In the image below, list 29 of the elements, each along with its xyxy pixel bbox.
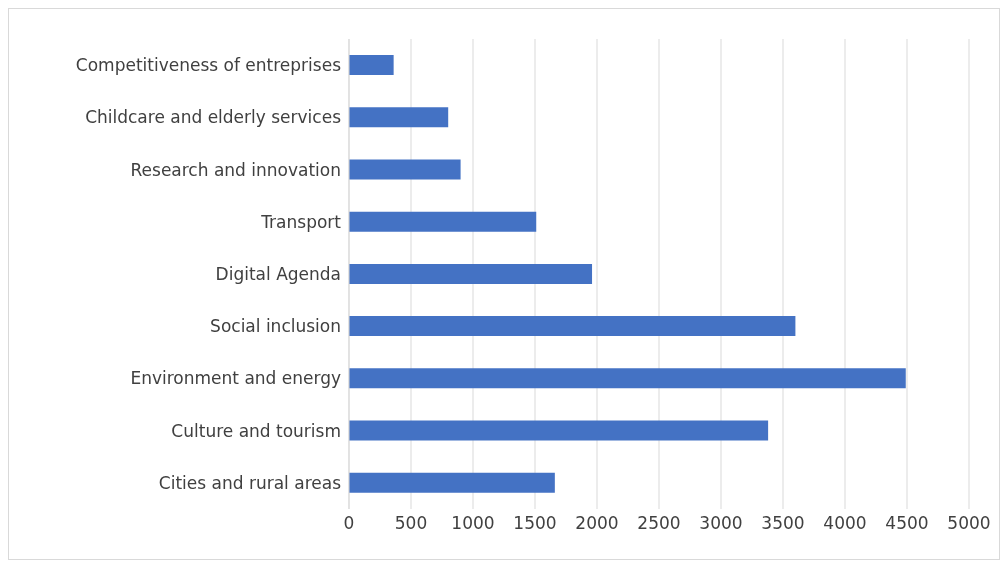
y-tick-label: Environment and energy <box>130 368 341 389</box>
bar <box>349 107 449 128</box>
bar <box>349 263 593 284</box>
bar <box>349 472 555 493</box>
y-tick-label: Childcare and elderly services <box>85 107 342 128</box>
y-tick-label: Research and innovation <box>130 159 341 180</box>
x-tick-label: 3000 <box>699 513 743 534</box>
x-tick-label: 1000 <box>451 513 495 534</box>
bar <box>349 420 769 441</box>
x-tick-label: 4500 <box>885 513 929 534</box>
x-tick-label: 2000 <box>575 513 619 534</box>
x-tick-label: 500 <box>394 513 428 534</box>
y-tick-label: Culture and tourism <box>171 420 341 441</box>
bar <box>349 368 906 389</box>
y-tick-label: Transport <box>260 211 342 232</box>
x-tick-label: 2500 <box>637 513 681 534</box>
bar <box>349 316 796 337</box>
x-tick-label: 1500 <box>513 513 557 534</box>
bar <box>349 55 394 75</box>
y-tick-label: Competitiveness of entreprises <box>75 55 342 76</box>
x-tick-label: 4000 <box>823 513 867 534</box>
y-tick-label: Social inclusion <box>210 316 341 337</box>
bar <box>349 211 537 232</box>
bar <box>349 159 461 180</box>
y-tick-label: Cities and rural areas <box>158 472 342 493</box>
x-tick-label: 0 <box>343 513 355 534</box>
x-tick-label: 3500 <box>761 513 805 534</box>
x-tick-label: 5000 <box>947 513 991 534</box>
y-tick-label: Digital Agenda <box>215 264 341 285</box>
